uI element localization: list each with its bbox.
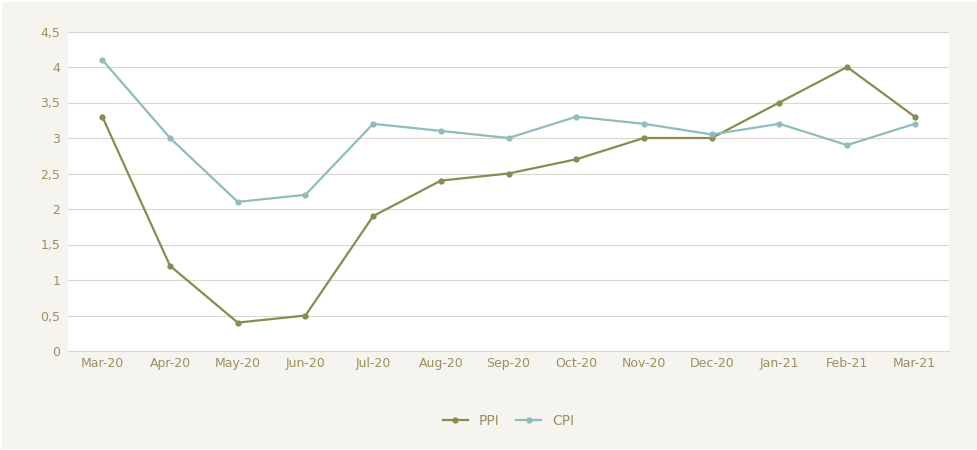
CPI	[637, 121, 649, 126]
PPI	[232, 320, 243, 325]
CPI	[570, 114, 581, 119]
CPI	[435, 128, 446, 134]
PPI	[773, 100, 785, 105]
PPI	[570, 157, 581, 162]
PPI	[299, 313, 311, 318]
PPI	[164, 263, 176, 269]
CPI	[97, 57, 108, 63]
CPI	[773, 121, 785, 126]
PPI	[840, 64, 852, 70]
PPI	[705, 135, 717, 141]
PPI	[502, 171, 514, 176]
CPI	[840, 142, 852, 148]
Legend: PPI, CPI: PPI, CPI	[437, 409, 579, 433]
CPI	[164, 135, 176, 141]
PPI	[908, 114, 919, 119]
CPI	[232, 199, 243, 205]
PPI	[637, 135, 649, 141]
CPI	[705, 132, 717, 137]
CPI	[502, 135, 514, 141]
PPI	[435, 178, 446, 183]
PPI	[97, 114, 108, 119]
Line: PPI: PPI	[99, 64, 917, 326]
Line: CPI: CPI	[99, 57, 917, 205]
CPI	[299, 192, 311, 198]
CPI	[367, 121, 379, 126]
PPI	[367, 213, 379, 219]
CPI	[908, 121, 919, 126]
